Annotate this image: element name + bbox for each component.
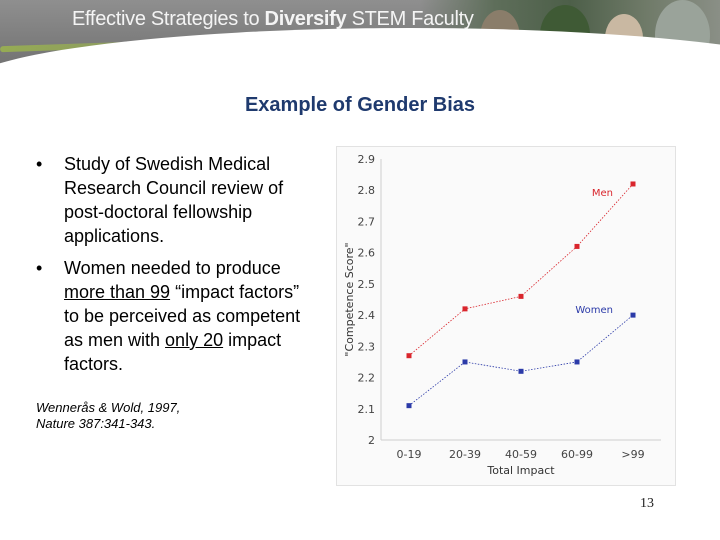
legend-label-women: Women: [575, 305, 613, 316]
series-line-women: [409, 315, 633, 406]
data-point-women: [519, 369, 524, 374]
underlined-text: only 20: [165, 330, 223, 350]
x-tick-label: 20-39: [449, 448, 481, 461]
chart-container: 2 2.1 2.2 2.3 2.4 2.5 2.6 2.7 2.8 2.9 0-19 20-39 40-…: [336, 146, 676, 486]
bullet-text: Study of Swedish Medical Research Counci…: [64, 154, 283, 246]
legend-label-men: Men: [592, 188, 613, 199]
y-tick-label: 2.1: [358, 403, 376, 416]
x-tick-label: >99: [621, 448, 644, 461]
bullet-item: Study of Swedish Medical Research Counci…: [36, 152, 316, 248]
data-point-men: [575, 244, 580, 249]
y-tick-label: 2.5: [358, 278, 376, 291]
y-tick-label: 2.9: [358, 153, 376, 166]
page-number: 13: [640, 496, 654, 512]
data-point-men: [519, 294, 524, 299]
data-point-men: [631, 181, 636, 186]
bullet-item: Women needed to produce more than 99 “im…: [36, 256, 316, 376]
header-curve: [0, 28, 720, 80]
underlined-text: more than 99: [64, 282, 170, 302]
y-tick-label: 2.4: [358, 309, 376, 322]
x-tick-label: 0-19: [397, 448, 422, 461]
data-point-men: [463, 306, 468, 311]
data-point-men: [407, 353, 412, 358]
series-line-men: [409, 184, 633, 356]
bullet-list: Study of Swedish Medical Research Counci…: [36, 152, 316, 384]
header-title: Effective Strategies to Diversify STEM F…: [72, 8, 474, 31]
x-tick-label: 40-59: [505, 448, 537, 461]
competence-chart: 2 2.1 2.2 2.3 2.4 2.5 2.6 2.7 2.8 2.9 0-19 20-39 40-…: [337, 147, 675, 485]
y-tick-label: 2.2: [358, 372, 376, 385]
y-tick-label: 2.8: [358, 184, 376, 197]
x-tick-label: 60-99: [561, 448, 593, 461]
data-point-women: [575, 359, 580, 364]
y-tick-label: 2.6: [358, 247, 376, 260]
data-point-women: [407, 403, 412, 408]
y-axis-title: "Competence Score": [343, 242, 356, 356]
slide-title: Example of Gender Bias: [0, 94, 720, 117]
y-tick-label: 2.7: [358, 215, 376, 228]
data-point-women: [631, 313, 636, 318]
x-axis-title: Total Impact: [486, 464, 555, 477]
citation: Wennerås & Wold, 1997, Nature 387:341-34…: [36, 400, 180, 432]
header-banner: Effective Strategies to Diversify STEM F…: [0, 0, 720, 80]
y-tick-label: 2: [368, 434, 375, 447]
y-tick-label: 2.3: [358, 340, 376, 353]
data-point-women: [463, 359, 468, 364]
